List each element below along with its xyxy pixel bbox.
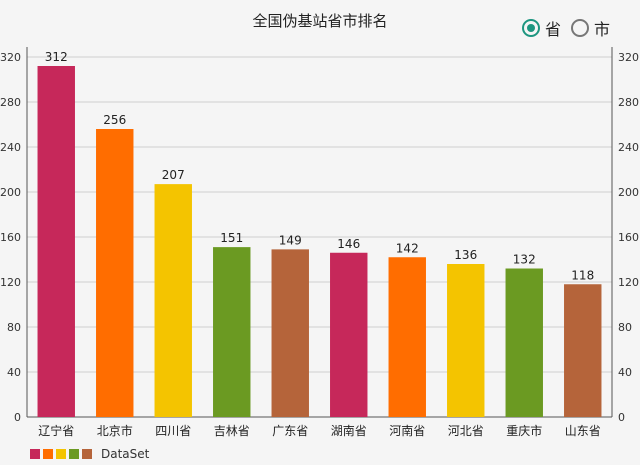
bar-value-label: 136 bbox=[454, 248, 477, 262]
x-tick-label: 重庆市 bbox=[506, 423, 542, 438]
chart-title: 全国伪基站省市排名 bbox=[252, 12, 388, 30]
x-tick-label: 北京市 bbox=[97, 423, 133, 438]
legend-swatch bbox=[30, 449, 40, 459]
x-tick-label: 河北省 bbox=[448, 424, 484, 438]
x-tick-label: 山东省 bbox=[565, 424, 601, 438]
bar bbox=[564, 284, 602, 417]
legend-swatch bbox=[69, 449, 79, 459]
legend-swatch bbox=[43, 449, 53, 459]
axes: 0 0 40 40 80 80 120 120 160 160 200 200 240 240 280 280… bbox=[0, 47, 639, 424]
y-tick-label-right: 80 bbox=[618, 321, 632, 334]
chart-legend: DataSet bbox=[30, 447, 149, 461]
bar-value-label: 146 bbox=[337, 237, 360, 251]
y-tick-label-left: 80 bbox=[7, 321, 21, 334]
x-tick-label: 吉林省 bbox=[214, 424, 250, 438]
bar bbox=[447, 264, 485, 417]
bar-value-label: 151 bbox=[220, 231, 243, 245]
legend-swatches bbox=[30, 449, 95, 459]
bar bbox=[213, 247, 251, 417]
y-tick-label-left: 0 bbox=[14, 411, 21, 424]
x-tick-label: 湖南省 bbox=[331, 423, 367, 438]
y-tick-label-right: 320 bbox=[618, 51, 639, 64]
radio-province-label[interactable]: 省 bbox=[545, 20, 562, 39]
y-tick-label-left: 280 bbox=[0, 96, 21, 109]
y-tick-label-right: 200 bbox=[618, 186, 639, 199]
y-tick-label-left: 40 bbox=[7, 366, 21, 379]
bars bbox=[37, 66, 602, 417]
bar bbox=[154, 184, 192, 417]
radio-city[interactable]: 市 bbox=[571, 16, 614, 40]
y-tick-label-right: 0 bbox=[618, 411, 625, 424]
radio-checked-dot-icon bbox=[527, 24, 535, 32]
x-tick-label: 辽宁省 bbox=[38, 423, 74, 438]
legend-label: DataSet bbox=[101, 447, 150, 461]
bar-value-label: 132 bbox=[513, 253, 536, 267]
bar bbox=[96, 129, 134, 417]
x-tick-label: 广东省 bbox=[272, 424, 308, 438]
y-tick-label-left: 320 bbox=[0, 51, 21, 64]
y-tick-label-left: 240 bbox=[0, 141, 21, 154]
bar-value-label: 118 bbox=[571, 268, 594, 282]
legend-swatch bbox=[56, 449, 66, 459]
radio-province-icon[interactable] bbox=[522, 19, 540, 37]
bar-value-label: 312 bbox=[45, 50, 68, 64]
bar bbox=[388, 257, 426, 417]
bar-value-label: 149 bbox=[279, 233, 302, 247]
region-type-radio-group: 省 市 bbox=[522, 16, 614, 40]
bar-value-label: 207 bbox=[162, 168, 185, 182]
y-tick-label-right: 40 bbox=[618, 366, 632, 379]
bar bbox=[37, 66, 75, 417]
radio-city-icon[interactable] bbox=[571, 19, 590, 37]
radio-city-label[interactable]: 市 bbox=[594, 20, 611, 39]
y-tick-label-left: 120 bbox=[0, 276, 21, 289]
y-tick-label-right: 160 bbox=[618, 231, 639, 244]
x-tick-label: 河南省 bbox=[389, 423, 425, 438]
y-tick-label-left: 200 bbox=[0, 186, 21, 199]
bar-value-label: 142 bbox=[396, 241, 419, 255]
bar bbox=[271, 249, 309, 417]
radio-province[interactable]: 省 bbox=[522, 16, 565, 40]
data-labels: 312 辽宁省 256 北京市 207 四川省 151 吉林省 149 广东省 146 湖南省 142 河… bbox=[38, 50, 601, 438]
y-tick-label-right: 240 bbox=[618, 141, 639, 154]
bar-value-label: 256 bbox=[103, 113, 126, 127]
y-tick-label-right: 120 bbox=[618, 276, 639, 289]
y-tick-label-left: 160 bbox=[0, 231, 21, 244]
bar bbox=[330, 252, 368, 417]
legend-swatch bbox=[82, 449, 92, 459]
y-tick-label-right: 280 bbox=[618, 96, 639, 109]
x-tick-label: 四川省 bbox=[155, 424, 191, 438]
bar bbox=[505, 268, 543, 417]
